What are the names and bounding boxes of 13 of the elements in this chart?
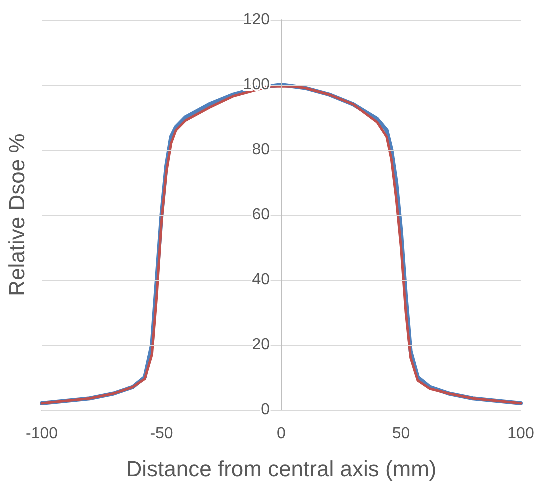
y-tick-label: 40 — [252, 272, 270, 288]
x-tick-label: 100 — [508, 426, 534, 442]
y-tick-label: 0 — [261, 402, 270, 418]
y-tick-label: 80 — [252, 142, 270, 158]
x-tick-label: 50 — [392, 426, 410, 442]
y-tick-label: 20 — [252, 336, 270, 354]
x-axis-title: Distance from central axis (mm) — [126, 456, 437, 482]
x-tick-label: -50 — [150, 426, 174, 442]
y-tick-label: 120 — [243, 12, 270, 28]
x-tick-label: 0 — [277, 426, 286, 442]
y-tick-label: 60 — [252, 206, 270, 224]
y-axis-title: Relative Dsoe % — [4, 134, 30, 296]
x-tick-label: -100 — [26, 426, 58, 442]
